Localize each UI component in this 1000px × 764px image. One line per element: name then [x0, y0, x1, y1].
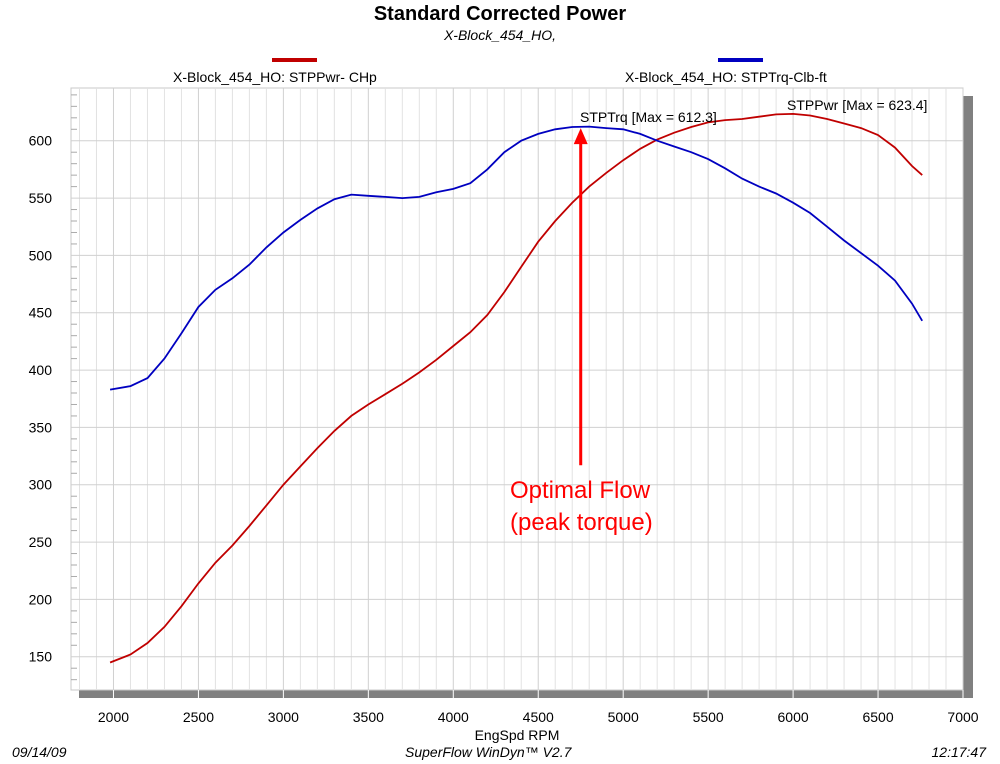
x-tick-label: 3500 [353, 709, 384, 725]
chart-title: Standard Corrected Power [373, 3, 627, 25]
y-tick-label: 300 [29, 477, 53, 493]
y-tick-label: 550 [29, 190, 53, 206]
chart-subtitle: X-Block_454_HO, [443, 27, 557, 43]
legend-swatch-power [272, 58, 317, 62]
y-tick-label: 500 [29, 247, 53, 263]
x-axis-label: EngSpd RPM [475, 727, 560, 743]
x-tick-label: 2000 [98, 709, 129, 725]
footer-time: 12:17:47 [931, 744, 987, 760]
annotation-line1: Optimal Flow [510, 477, 651, 504]
annotation-line2: (peak torque) [510, 509, 653, 536]
torque-line [109, 125, 923, 391]
y-tick-label: 450 [29, 305, 53, 321]
y-tick-label: 200 [29, 591, 53, 607]
y-tick-label: 250 [29, 534, 53, 550]
torque-max-label: STPTrq [Max = 612.3] [580, 109, 717, 125]
x-tick-label: 4000 [438, 709, 469, 725]
y-tick-label: 150 [29, 649, 53, 665]
x-tick-label: 3000 [268, 709, 299, 725]
x-tick-label: 7000 [947, 709, 978, 725]
y-tick-label: 350 [29, 419, 53, 435]
x-tick-label: 6000 [778, 709, 809, 725]
legend-label-power: X-Block_454_HO: STPPwr- CHp [173, 69, 377, 85]
annotation-text: Optimal Flow (peak torque) [510, 475, 653, 539]
plot-shadow-bottom [79, 690, 973, 698]
legend-label-torque: X-Block_454_HO: STPTrq-Clb-ft [625, 69, 827, 85]
power-max-label: STPPwr [Max = 623.4] [787, 97, 927, 113]
footer-date: 09/14/09 [12, 744, 67, 760]
y-tick-label: 400 [29, 362, 53, 378]
x-tick-label: 2500 [183, 709, 214, 725]
x-tick-label: 5000 [608, 709, 639, 725]
annotation-arrow-head [573, 128, 588, 145]
legend-swatch-torque [718, 58, 763, 62]
x-tick-label: 4500 [523, 709, 554, 725]
footer-software: SuperFlow WinDyn™ V2.7 [405, 744, 572, 760]
y-tick-label: 600 [29, 133, 53, 149]
plot-shadow-right [963, 96, 973, 698]
power-line [109, 112, 923, 664]
x-tick-label: 5500 [693, 709, 724, 725]
x-tick-label: 6500 [862, 709, 893, 725]
plot-background [70, 87, 964, 691]
